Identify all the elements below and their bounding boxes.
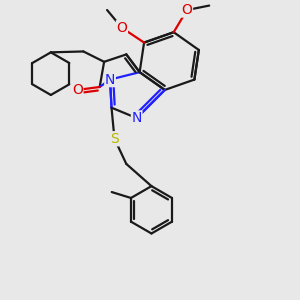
- Text: O: O: [182, 3, 192, 17]
- Text: N: N: [105, 73, 115, 87]
- Text: S: S: [110, 132, 119, 146]
- Text: O: O: [72, 83, 83, 97]
- Text: O: O: [116, 21, 127, 35]
- Text: N: N: [131, 111, 142, 125]
